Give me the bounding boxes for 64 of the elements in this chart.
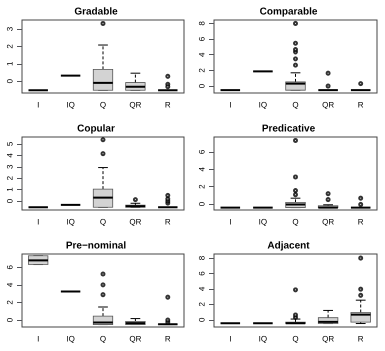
y-tick-label: 0 bbox=[6, 198, 14, 204]
x-tick-label: Q bbox=[100, 100, 106, 110]
y-tick-label: 1 bbox=[6, 61, 14, 66]
y-tick-label: 5 bbox=[6, 141, 14, 146]
y-tick-label: 3 bbox=[6, 164, 14, 169]
x-tick-label: R bbox=[358, 100, 364, 110]
x-tick-label: QR bbox=[129, 100, 142, 110]
x-tick-label: IQ bbox=[258, 218, 268, 226]
y-tick-label: 6 bbox=[198, 149, 206, 154]
x-tick-label: Q bbox=[100, 334, 106, 344]
y-tick-label: 1 bbox=[6, 186, 14, 192]
x-tick-label: Q bbox=[100, 218, 106, 226]
x-tick-label: I bbox=[37, 218, 40, 226]
chart-title: Comparable bbox=[260, 6, 318, 18]
x-tick-label: QR bbox=[322, 100, 334, 110]
x-tick-label: IQ bbox=[258, 100, 268, 110]
chart-title: Predicative bbox=[262, 124, 316, 134]
y-tick-label: 0 bbox=[198, 316, 206, 322]
x-tick-label: R bbox=[358, 334, 364, 344]
y-tick-label: 2 bbox=[198, 302, 206, 307]
y-tick-label: 0 bbox=[198, 201, 206, 206]
y-tick-label: 2 bbox=[6, 175, 14, 180]
x-tick-label: R bbox=[164, 334, 171, 344]
x-tick-label: R bbox=[164, 218, 171, 226]
y-tick-label: 0 bbox=[6, 317, 14, 322]
y-tick-label: 8 bbox=[198, 20, 206, 26]
y-tick-label: 2 bbox=[198, 68, 206, 73]
x-tick-label: I bbox=[229, 334, 232, 344]
x-tick-label: Q bbox=[292, 100, 299, 110]
x-tick-label: I bbox=[229, 100, 232, 110]
y-tick-label: 4 bbox=[198, 286, 206, 292]
x-tick-label: QR bbox=[129, 218, 142, 226]
x-tick-label: IQ bbox=[66, 100, 75, 110]
x-tick-label: I bbox=[37, 334, 40, 344]
x-tick-label: I bbox=[229, 218, 232, 226]
x-tick-label: IQ bbox=[258, 334, 268, 344]
y-tick-label: 2 bbox=[198, 184, 206, 189]
y-tick-label: 4 bbox=[6, 282, 14, 288]
x-tick-label: QR bbox=[129, 334, 142, 344]
y-tick-label: 2 bbox=[6, 300, 14, 305]
y-tick-label: 4 bbox=[198, 166, 206, 172]
y-tick-label: 0 bbox=[198, 83, 206, 88]
y-tick-label: 2 bbox=[6, 44, 14, 49]
chart-title: Pre−nominal bbox=[66, 240, 126, 252]
chart-title: Gradable bbox=[74, 6, 118, 18]
x-tick-label: I bbox=[37, 100, 40, 110]
x-tick-label: QR bbox=[322, 218, 334, 226]
chart-title: Adjacent bbox=[267, 240, 310, 252]
y-tick-label: 4 bbox=[198, 52, 206, 57]
x-tick-label: Q bbox=[292, 334, 299, 344]
y-tick-label: 8 bbox=[198, 255, 206, 260]
y-tick-label: 4 bbox=[6, 152, 14, 158]
x-tick-label: QR bbox=[322, 334, 334, 344]
x-tick-label: R bbox=[164, 100, 171, 110]
chart-title: Copular bbox=[77, 124, 115, 134]
x-tick-label: R bbox=[358, 218, 364, 226]
x-tick-label: IQ bbox=[66, 218, 75, 226]
x-tick-label: IQ bbox=[66, 334, 75, 344]
y-tick-label: 6 bbox=[198, 36, 206, 42]
y-tick-label: 0 bbox=[6, 78, 14, 84]
y-tick-label: 6 bbox=[198, 270, 206, 276]
x-tick-label: Q bbox=[292, 218, 299, 226]
y-tick-label: 6 bbox=[6, 264, 14, 270]
y-tick-label: 3 bbox=[6, 26, 14, 32]
